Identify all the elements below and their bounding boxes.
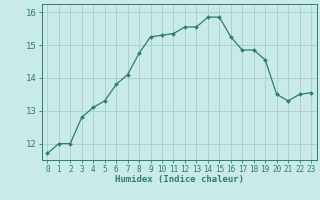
X-axis label: Humidex (Indice chaleur): Humidex (Indice chaleur) xyxy=(115,175,244,184)
